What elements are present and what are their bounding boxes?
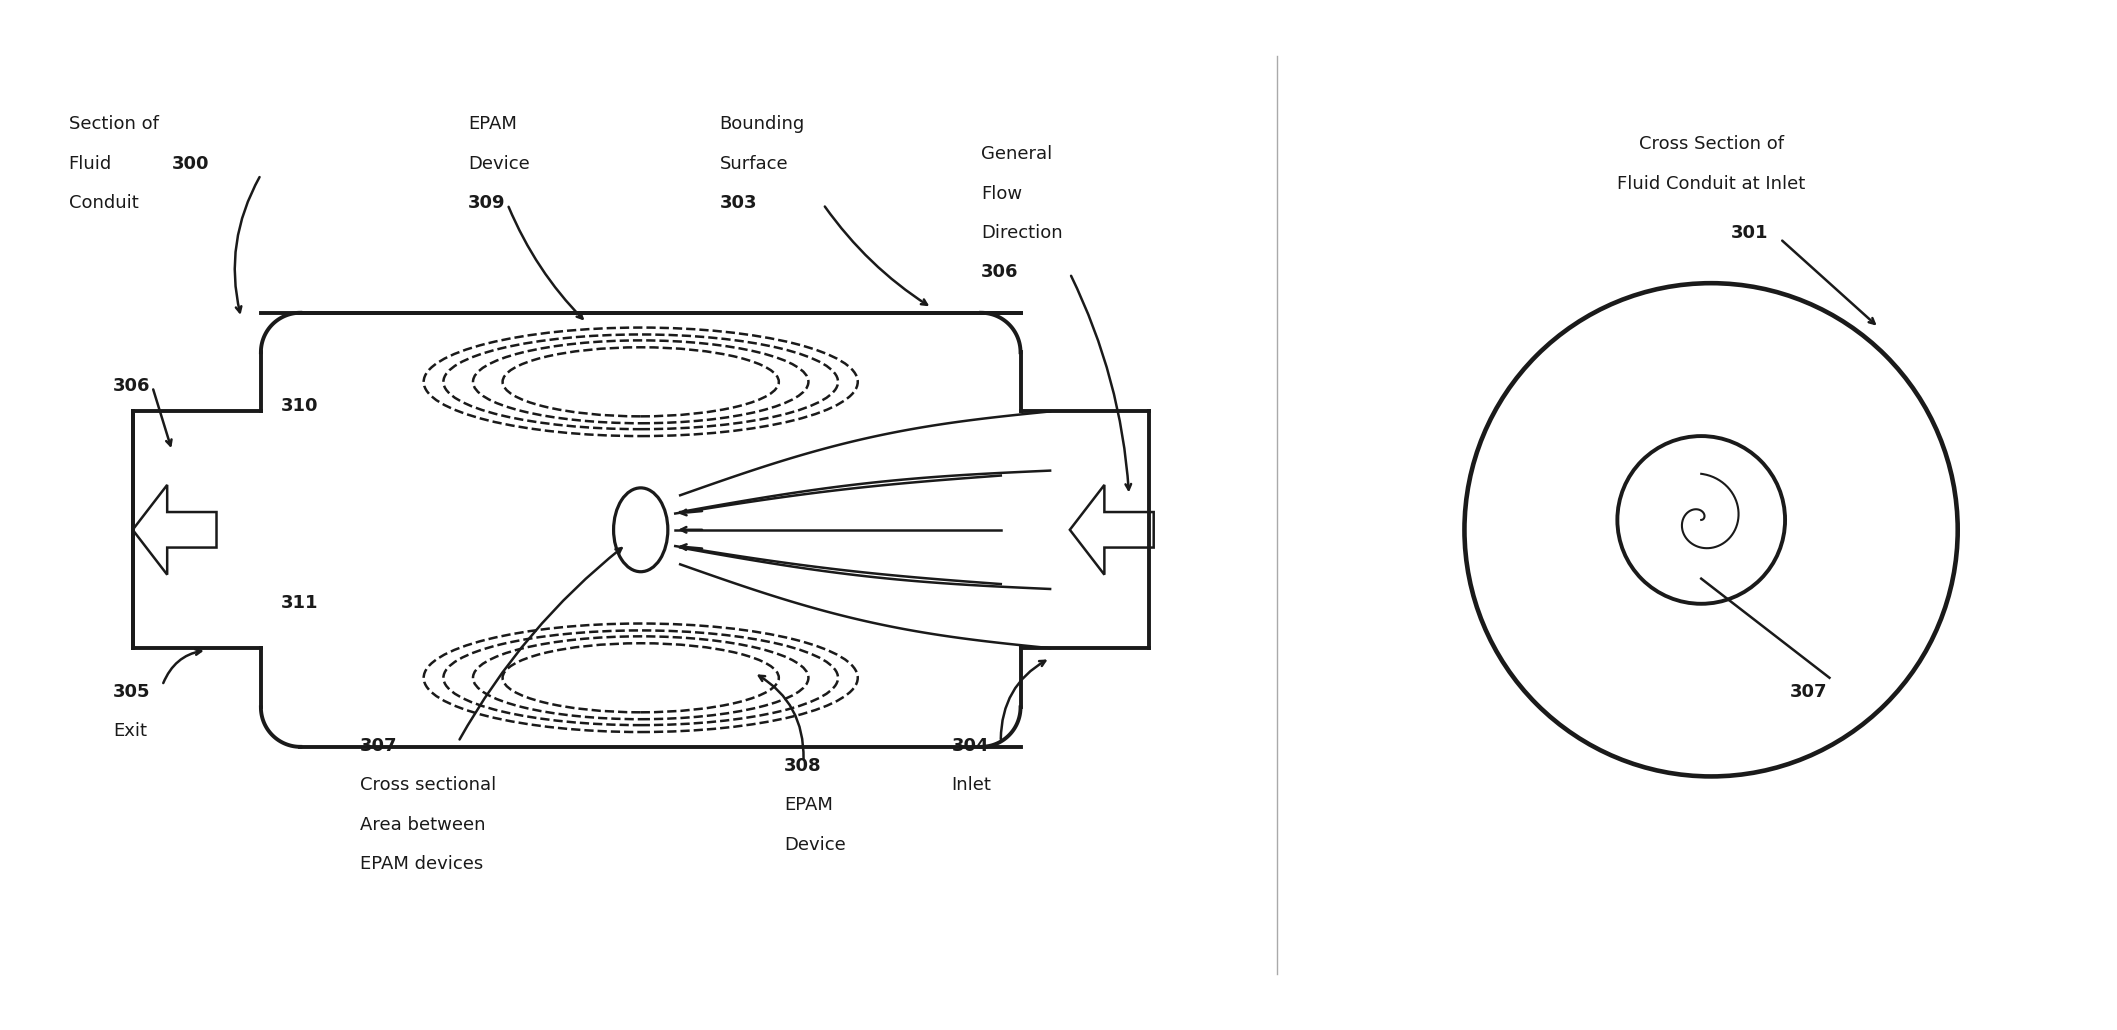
Text: 310: 310 [282,397,318,415]
Text: Bounding: Bounding [720,115,804,134]
Text: Flow: Flow [980,184,1023,203]
Text: 304: 304 [951,737,989,755]
Text: Fluid Conduit at Inlet: Fluid Conduit at Inlet [1617,175,1806,193]
Text: Section of: Section of [68,115,159,134]
Text: Inlet: Inlet [951,777,991,794]
Text: 303: 303 [720,195,758,212]
Text: Cross Section of: Cross Section of [1639,135,1785,153]
Text: Area between: Area between [360,816,485,834]
Polygon shape [1069,485,1154,575]
Text: EPAM: EPAM [783,796,832,814]
Text: General: General [980,145,1052,163]
Text: 306: 306 [112,377,150,394]
Text: Fluid: Fluid [68,154,112,173]
Text: Device: Device [468,154,529,173]
Text: 305: 305 [112,683,150,700]
Text: EPAM devices: EPAM devices [360,855,483,873]
Polygon shape [133,485,216,575]
Text: 300: 300 [171,154,210,173]
Text: Surface: Surface [720,154,788,173]
Text: EPAM: EPAM [468,115,517,134]
Text: Exit: Exit [112,722,146,741]
Text: Cross sectional: Cross sectional [360,777,495,794]
Text: 306: 306 [980,264,1018,281]
Text: 308: 308 [783,757,821,775]
Text: Direction: Direction [980,224,1063,242]
Text: 307: 307 [360,737,398,755]
Text: Device: Device [783,835,845,854]
Text: 309: 309 [468,195,506,212]
Text: 311: 311 [282,594,318,612]
Text: Conduit: Conduit [68,195,138,212]
Text: 301: 301 [1732,224,1768,242]
Text: 307: 307 [1791,683,1827,700]
